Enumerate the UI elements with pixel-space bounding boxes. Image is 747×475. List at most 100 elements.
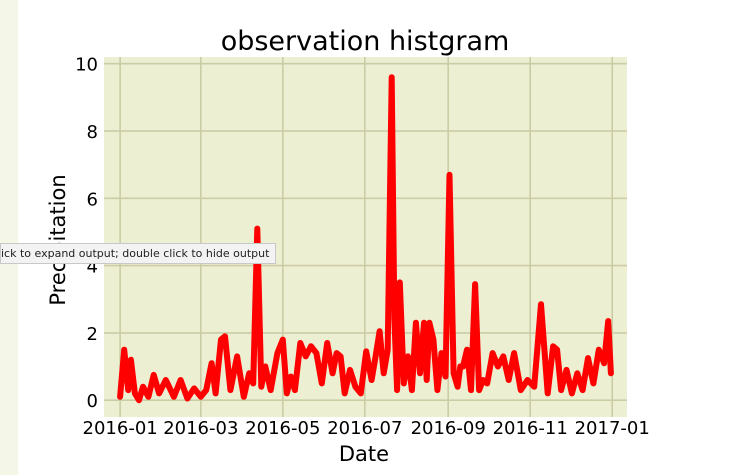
data-point (338, 353, 344, 359)
data-point (468, 387, 474, 393)
data-point (438, 350, 444, 356)
data-point (554, 347, 560, 353)
data-point (558, 387, 564, 393)
data-point (308, 343, 314, 349)
data-point (434, 387, 440, 393)
data-point (125, 387, 131, 393)
data-point (227, 387, 233, 393)
data-point (585, 355, 591, 361)
chart-title: observation histgram (221, 26, 510, 57)
y-tick-label: 0 (87, 391, 98, 412)
data-point (222, 333, 228, 339)
data-point (495, 364, 501, 370)
data-point (385, 347, 391, 353)
data-point (209, 360, 215, 366)
data-point (574, 370, 580, 376)
data-point (198, 394, 204, 400)
data-point (569, 390, 575, 396)
data-point (178, 377, 184, 383)
data-point (241, 394, 247, 400)
data-point (525, 377, 531, 383)
x-tick-label: 2016-11 (493, 418, 568, 439)
data-point (254, 226, 260, 232)
data-point (590, 380, 596, 386)
series-layer (117, 74, 614, 404)
x-tick-label: 2016-09 (411, 418, 486, 439)
data-point (132, 390, 138, 396)
data-point (313, 350, 319, 356)
y-tick-label: 10 (75, 55, 98, 76)
data-point (476, 387, 482, 393)
data-point (409, 387, 415, 393)
y-tick-label: 4 (87, 257, 98, 278)
output-toggle-tooltip[interactable]: ick to expand output; double click to hi… (0, 243, 277, 264)
data-point (430, 337, 436, 343)
data-point (136, 397, 142, 403)
data-point (405, 353, 411, 359)
data-point (464, 347, 470, 353)
y-axis-label: Precipitation (46, 174, 70, 305)
data-point (490, 350, 496, 356)
data-point (250, 380, 256, 386)
data-point (413, 320, 419, 326)
data-point (303, 353, 309, 359)
data-point (128, 357, 134, 363)
data-point (358, 390, 364, 396)
data-point (391, 316, 397, 322)
data-point (369, 377, 375, 383)
data-point (511, 350, 517, 356)
data-point (563, 367, 569, 373)
x-tick-label: 2016-01 (83, 418, 158, 439)
data-point (292, 387, 298, 393)
data-point (280, 337, 286, 343)
data-point (324, 340, 330, 346)
data-point (417, 370, 423, 376)
data-point (550, 343, 556, 349)
data-point (442, 374, 448, 380)
data-point (297, 340, 303, 346)
data-point (284, 390, 290, 396)
data-point (140, 384, 146, 390)
data-point (145, 394, 151, 400)
data-point (397, 279, 403, 285)
data-point (601, 360, 607, 366)
data-point (484, 380, 490, 386)
data-point (538, 301, 544, 307)
data-point (426, 320, 432, 326)
data-point (506, 377, 512, 383)
data-point (424, 377, 430, 383)
x-tick-label: 2016-07 (327, 418, 402, 439)
y-tick-label: 8 (87, 122, 98, 143)
data-point (500, 353, 506, 359)
data-point (274, 350, 280, 356)
data-point (288, 374, 294, 380)
data-point (258, 384, 264, 390)
y-tick-label: 2 (87, 324, 98, 345)
data-point (184, 395, 190, 401)
x-tick-label: 2017-01 (575, 418, 650, 439)
data-point (218, 337, 224, 343)
data-point (213, 390, 219, 396)
x-tick-label: 2016-03 (163, 418, 238, 439)
x-axis-label: Date (339, 442, 389, 466)
precipitation-line (117, 74, 614, 404)
data-point (472, 281, 478, 287)
data-point (268, 387, 274, 393)
data-point (518, 387, 524, 393)
data-point (596, 347, 602, 353)
data-point (460, 364, 466, 370)
data-point (246, 370, 252, 376)
data-point (363, 348, 369, 354)
data-point (234, 353, 240, 359)
data-point (171, 394, 177, 400)
data-point (455, 384, 461, 390)
data-point (117, 394, 123, 400)
data-point (352, 384, 358, 390)
data-point (156, 390, 162, 396)
data-point (330, 370, 336, 376)
data-point (342, 390, 348, 396)
data-point (191, 385, 197, 391)
y-tick-label: 6 (87, 189, 98, 210)
data-point (394, 387, 400, 393)
